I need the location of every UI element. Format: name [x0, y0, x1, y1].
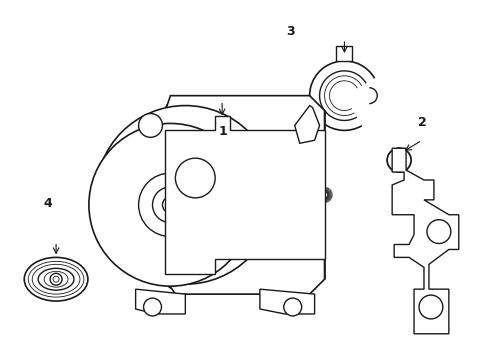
Circle shape: [386, 148, 410, 172]
Circle shape: [199, 249, 211, 261]
Circle shape: [143, 298, 161, 316]
Circle shape: [283, 298, 301, 316]
Polygon shape: [135, 289, 185, 314]
Circle shape: [418, 295, 442, 319]
Ellipse shape: [24, 257, 88, 301]
Circle shape: [392, 154, 404, 166]
Circle shape: [138, 113, 162, 137]
Text: 4: 4: [43, 197, 52, 210]
Polygon shape: [165, 96, 324, 294]
Ellipse shape: [28, 261, 84, 297]
Circle shape: [96, 105, 274, 284]
Text: 3: 3: [286, 25, 294, 38]
Ellipse shape: [44, 271, 68, 287]
Polygon shape: [336, 46, 352, 61]
Polygon shape: [260, 289, 314, 314]
Polygon shape: [294, 105, 319, 143]
Circle shape: [89, 123, 251, 286]
Circle shape: [189, 258, 201, 270]
Text: 1: 1: [218, 125, 226, 138]
Polygon shape: [165, 116, 324, 274]
Circle shape: [53, 276, 59, 282]
Text: 2: 2: [417, 116, 426, 129]
Circle shape: [152, 187, 188, 223]
Circle shape: [138, 173, 202, 237]
Ellipse shape: [38, 268, 74, 290]
Circle shape: [189, 242, 201, 253]
Circle shape: [175, 158, 215, 198]
Polygon shape: [391, 148, 458, 334]
Circle shape: [50, 273, 62, 285]
Ellipse shape: [32, 264, 80, 294]
Circle shape: [426, 220, 450, 243]
Circle shape: [162, 197, 178, 213]
